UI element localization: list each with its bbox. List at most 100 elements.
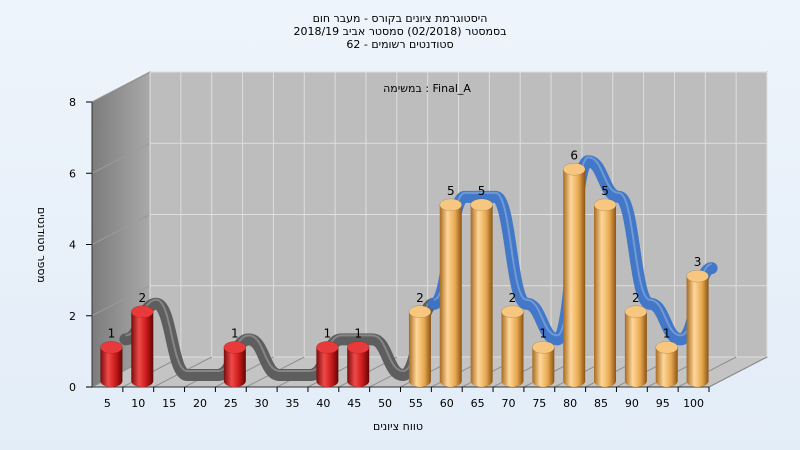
bar-value-label: 1 [663,326,671,340]
bars-group [100,163,709,387]
grid-line-wall [91,214,151,245]
bar-body [686,276,709,387]
x-tick-label: 85 [594,397,608,410]
bar-top [501,305,524,318]
bar-top [439,198,463,212]
x-tick-label: 45 [347,397,361,410]
x-tick-label: 60 [440,397,454,410]
x-tick-label: 15 [162,397,176,410]
grid-line-wall [91,71,151,103]
bar-value-label: 1 [231,326,239,340]
bar-body [131,311,154,387]
bar [408,305,432,387]
bar-value-label: 2 [138,291,146,305]
bar-value-label: 1 [108,326,116,340]
bar [470,198,493,387]
bar [562,163,586,387]
bar [686,269,709,387]
x-tick-label: 50 [378,397,392,410]
x-tick-label: 70 [501,397,515,410]
x-tick-label: 55 [409,397,423,410]
grid-line-wall [91,142,151,174]
bar-value-label: 2 [632,291,640,305]
bar-value-label: 1 [354,326,362,340]
bar-top [131,305,154,318]
x-tick-label: 20 [193,397,207,410]
chart-title-line-1: היסטוגרמת ציונים בקורס - מעבר חום [312,12,488,25]
bar-value-label: 2 [416,291,424,305]
bar-body [501,311,524,387]
bar [593,198,617,387]
x-tick-label: 80 [563,397,577,410]
chart-title-line-2: בסמסטר (02/2018) סמסטר אביב 2018/19 [293,25,507,38]
bar-top [593,198,617,212]
bar [223,341,247,387]
value-labels: 1 2 1 1 1 2 5 5 2 1 6 5 2 1 3 [108,148,702,340]
bar-value-label: 5 [478,184,486,198]
bar-top [408,305,432,318]
y-tick-label: 2 [69,310,76,323]
bar-body [532,347,555,387]
bar [100,341,123,387]
bar-body [655,347,678,387]
bar-value-label: 2 [509,291,517,305]
bar [655,341,678,387]
task-label: Final_A : במשימה [383,82,471,95]
bar-body [594,204,617,387]
y-tick-label: 8 [69,96,76,109]
floor-grid-line [708,356,768,388]
bar-value-label: 6 [570,148,578,162]
bar-top [223,341,247,354]
bar-top [562,163,586,176]
x-tick-label: 75 [532,397,546,410]
bar-value-label: 3 [694,255,702,269]
bar-top [346,341,370,354]
grid-line-wall [91,285,151,317]
bar-value-label: 1 [540,326,548,340]
bar [346,341,370,387]
x-tick-label: 35 [286,397,300,410]
y-tick-label: 6 [69,167,76,180]
bar [532,341,555,387]
x-tick-label: 100 [683,397,704,410]
x-tick-label: 95 [656,397,670,410]
bar-body [624,311,647,387]
y-tick-label: 4 [69,239,76,252]
bar-body [100,347,123,387]
x-tick-label: 40 [316,397,330,410]
bar-body [439,204,462,387]
distribution-ribbon [119,297,440,382]
y-axis-label: מספר סטודנטים [35,207,48,283]
x-axis-label: טווח ציונים [373,420,423,433]
chart-title-line-3: סטודנטים רשומים - 62 [346,38,454,51]
bar-body [408,311,431,387]
bar-top [316,341,339,354]
bar-body [223,347,246,387]
x-tick-label: 10 [131,397,145,410]
bar-body [347,347,370,387]
ribbon-highlight [125,298,435,373]
bar [439,198,463,387]
bar-body [316,347,339,387]
x-tick-label: 30 [255,397,269,410]
bar-top [532,341,555,354]
x-tick-label: 5 [104,397,111,410]
bar-top [100,341,123,354]
bar-value-label: 5 [601,184,609,198]
bar-top [655,341,678,354]
x-tick-label: 65 [471,397,485,410]
bar [624,305,648,387]
bar [501,305,524,387]
bar-top [624,305,648,318]
bar-value-label: 1 [324,326,332,340]
x-tick-label: 25 [224,397,238,410]
bar-top [470,198,493,212]
x-tick-label: 90 [625,397,639,410]
bar [316,341,339,387]
bar-body [563,169,586,387]
bar [131,305,154,387]
bar-value-label: 5 [447,184,455,198]
